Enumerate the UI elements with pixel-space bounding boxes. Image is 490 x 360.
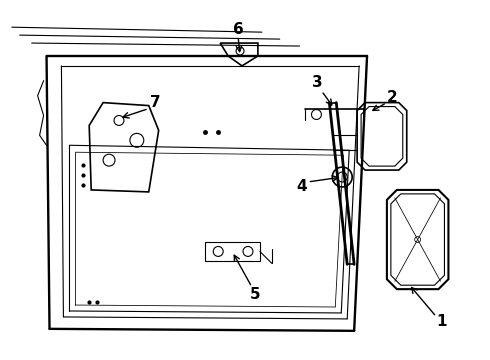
Text: 5: 5 [249,287,260,302]
Text: 6: 6 [233,22,244,37]
Text: 4: 4 [296,179,307,194]
Text: 7: 7 [150,95,161,110]
Text: 1: 1 [436,314,447,329]
Text: 2: 2 [387,90,397,105]
Text: 3: 3 [312,75,323,90]
